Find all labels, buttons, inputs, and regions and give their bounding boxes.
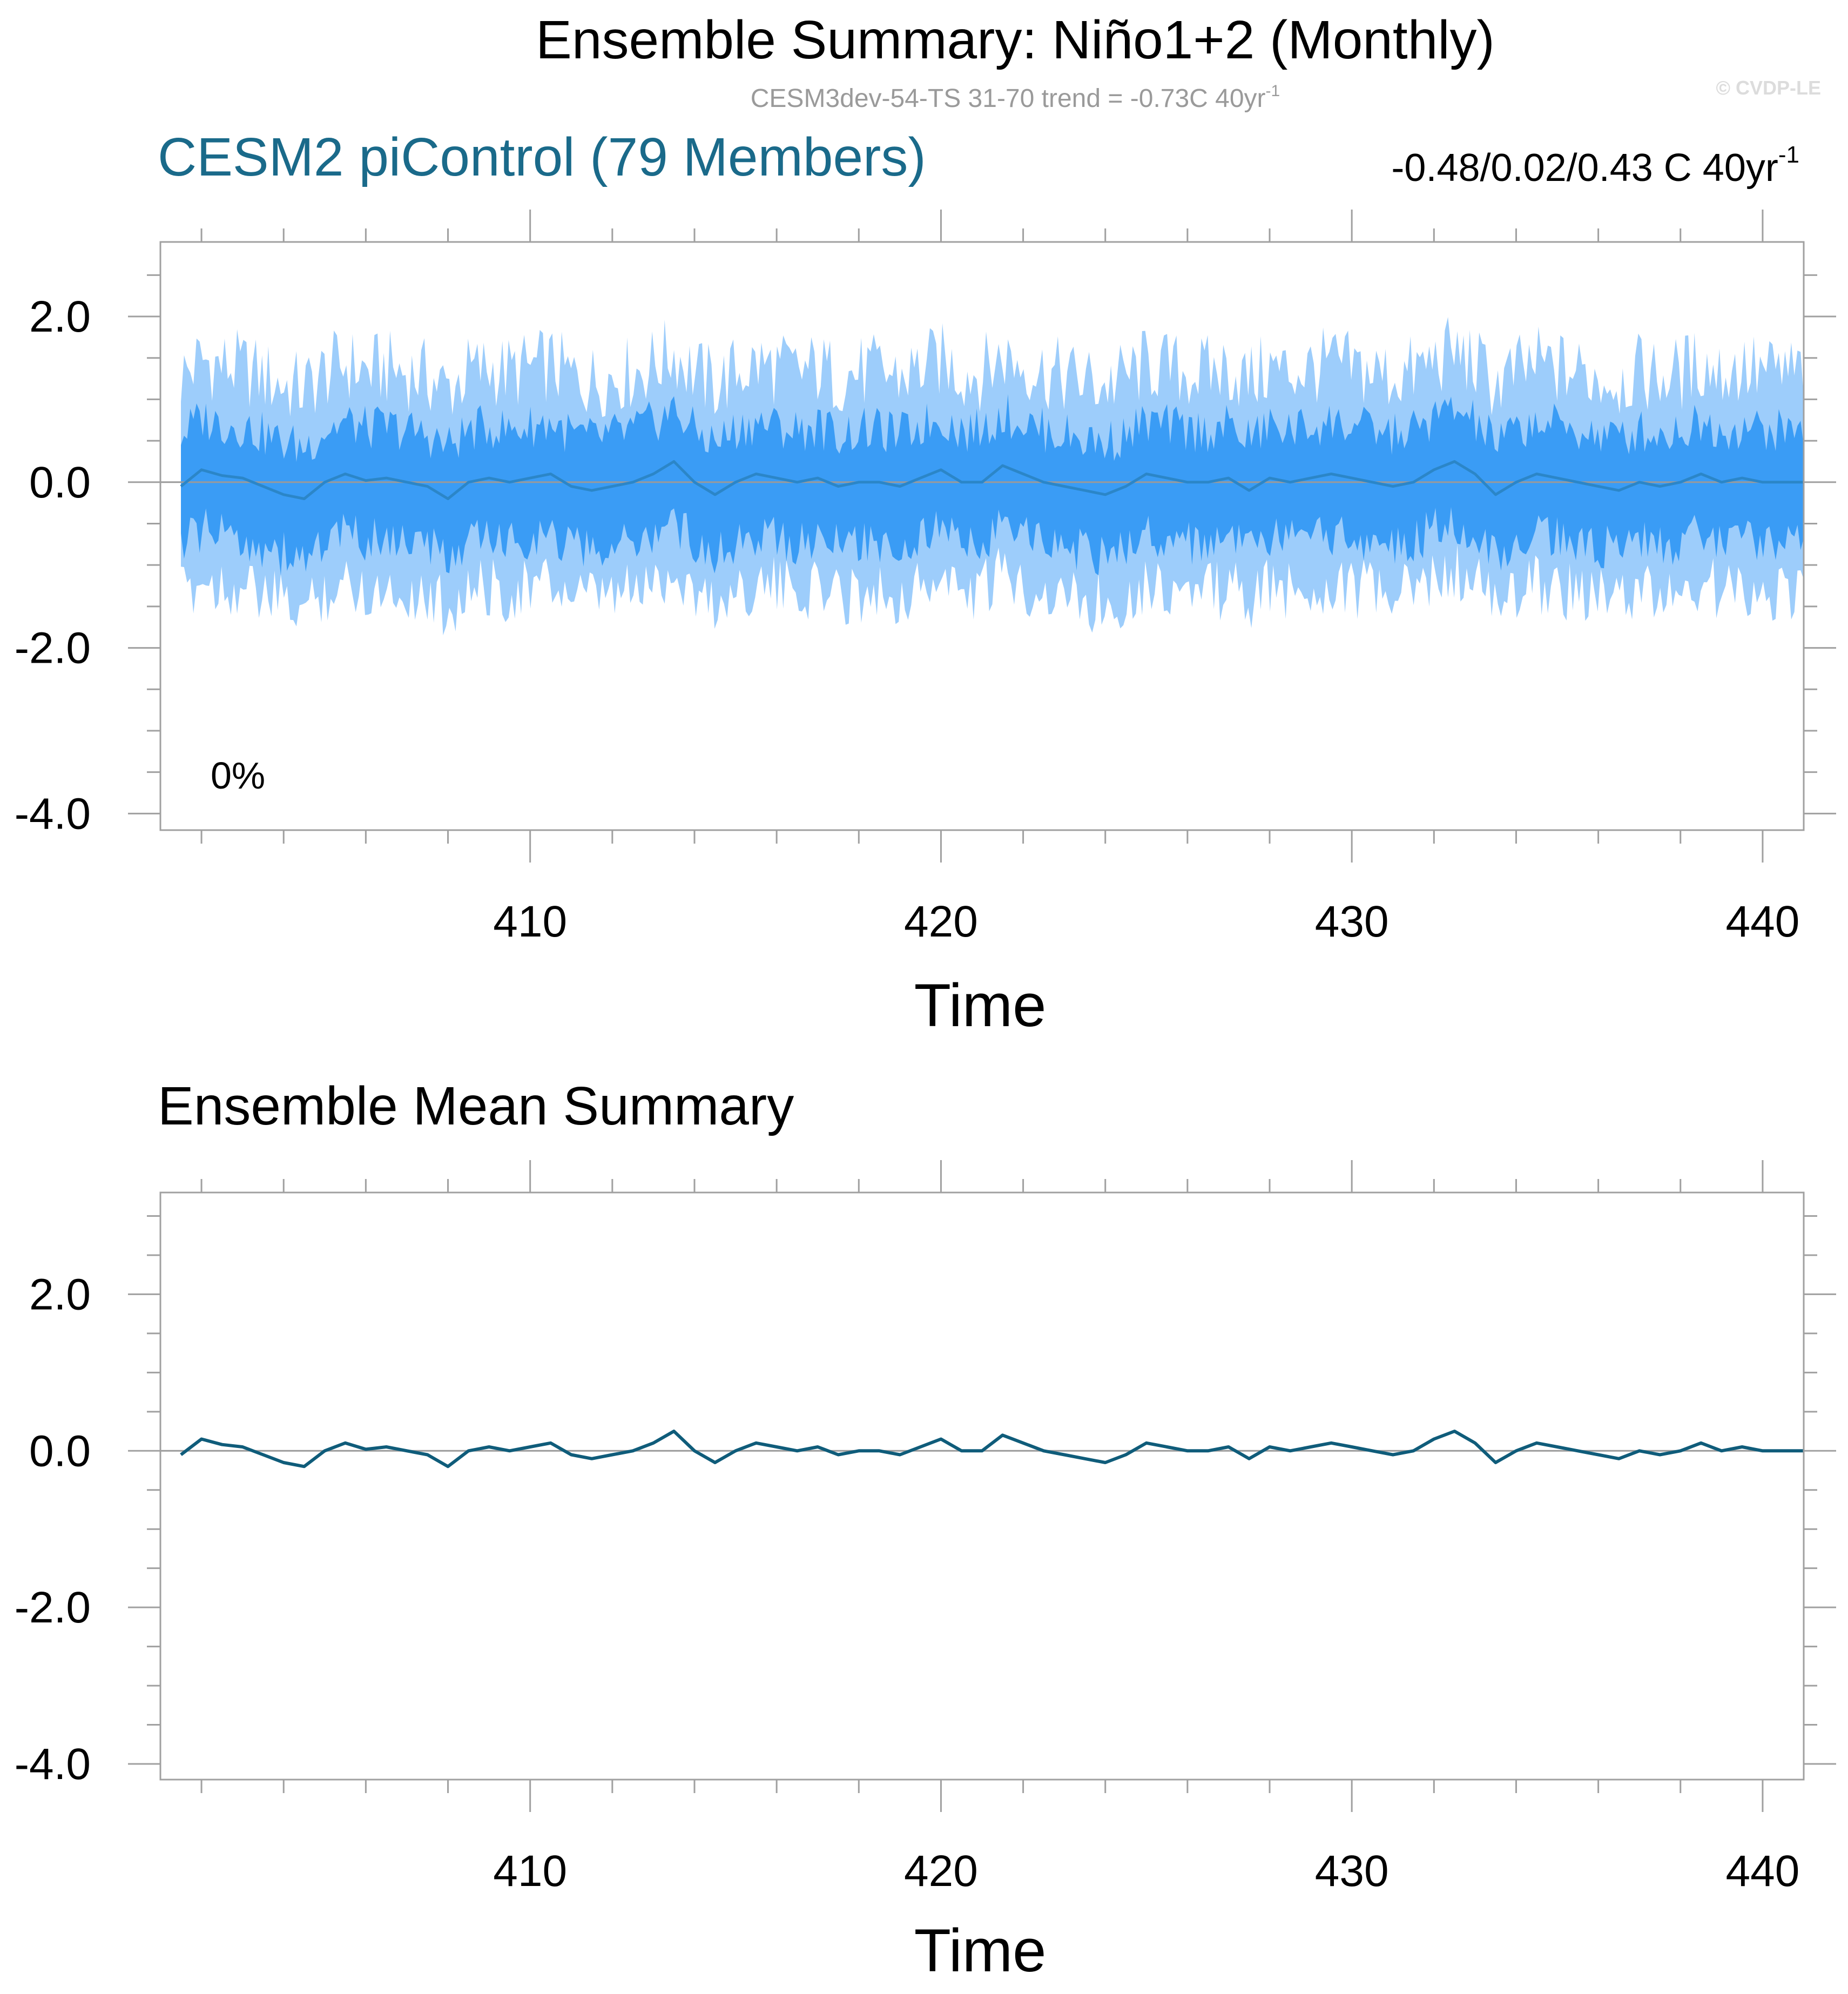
x-tick-label: 420	[904, 1847, 978, 1896]
figure-title: Ensemble Summary: Niño1+2 (Monthly)	[536, 10, 1495, 70]
inset-percent-label: 0%	[211, 755, 265, 797]
figure-subtitle-main: CESM3dev-54-TS 31-70 trend = -0.73C 40yr	[751, 84, 1266, 113]
right-label-exp: -1	[1778, 142, 1799, 168]
y-tick-label: 0.0	[29, 458, 91, 507]
y-tick-label: -4.0	[15, 789, 91, 838]
inner-spread-band	[181, 394, 1804, 576]
x-tick-label: 410	[493, 897, 567, 946]
y-tick-label: 0.0	[29, 1426, 91, 1476]
panel-top-right-label: -0.48/0.02/0.43 C 40yr-1	[1391, 142, 1799, 190]
panel-bottom-title: Ensemble Mean Summary	[158, 1076, 794, 1136]
figure-subtitle: CESM3dev-54-TS 31-70 trend = -0.73C 40yr…	[751, 82, 1280, 113]
y-tick-label: -4.0	[15, 1740, 91, 1789]
plot-frame	[159, 241, 1805, 831]
x-tick-label: 430	[1315, 897, 1389, 946]
ensemble-mean-line	[180, 1430, 1804, 1468]
x-tick-label: 410	[493, 1847, 567, 1896]
ensemble-mean-line	[180, 460, 1804, 500]
bottom-x-axis-title: Time	[914, 1917, 1047, 1984]
panel-top-title: CESM2 piControl (79 Members)	[158, 127, 926, 187]
copyright-label: © CVDP-LE	[1716, 77, 1821, 99]
top-plot-area: 410 420 430 440 2.0 0.0 -2.0 -4.0	[15, 210, 1836, 946]
right-label-main: -0.48/0.02/0.43 C 40yr	[1391, 146, 1778, 190]
y-tick-label: 2.0	[29, 1270, 91, 1319]
y-tick-label: -2.0	[15, 1583, 91, 1632]
y-tick-label: 2.0	[29, 292, 91, 341]
x-tick-label: 440	[1726, 1847, 1800, 1896]
x-tick-label: 420	[904, 897, 978, 946]
y-tick-label: -2.0	[15, 624, 91, 673]
x-tick-label: 430	[1315, 1847, 1389, 1896]
x-tick-label: 440	[1726, 897, 1800, 946]
panel-top: CESM2 piControl (79 Members) -0.48/0.02/…	[15, 127, 1836, 1039]
plot-frame	[159, 1191, 1805, 1781]
panel-bottom: Ensemble Mean Summary 410 420 430 440 2.0 0.0…	[15, 1076, 1836, 1984]
bottom-plot-area: 410 420 430 440 2.0 0.0 -2.0 -4.0	[15, 1160, 1836, 1896]
figure-subtitle-exp: -1	[1266, 82, 1280, 100]
top-x-axis-title: Time	[914, 972, 1047, 1039]
